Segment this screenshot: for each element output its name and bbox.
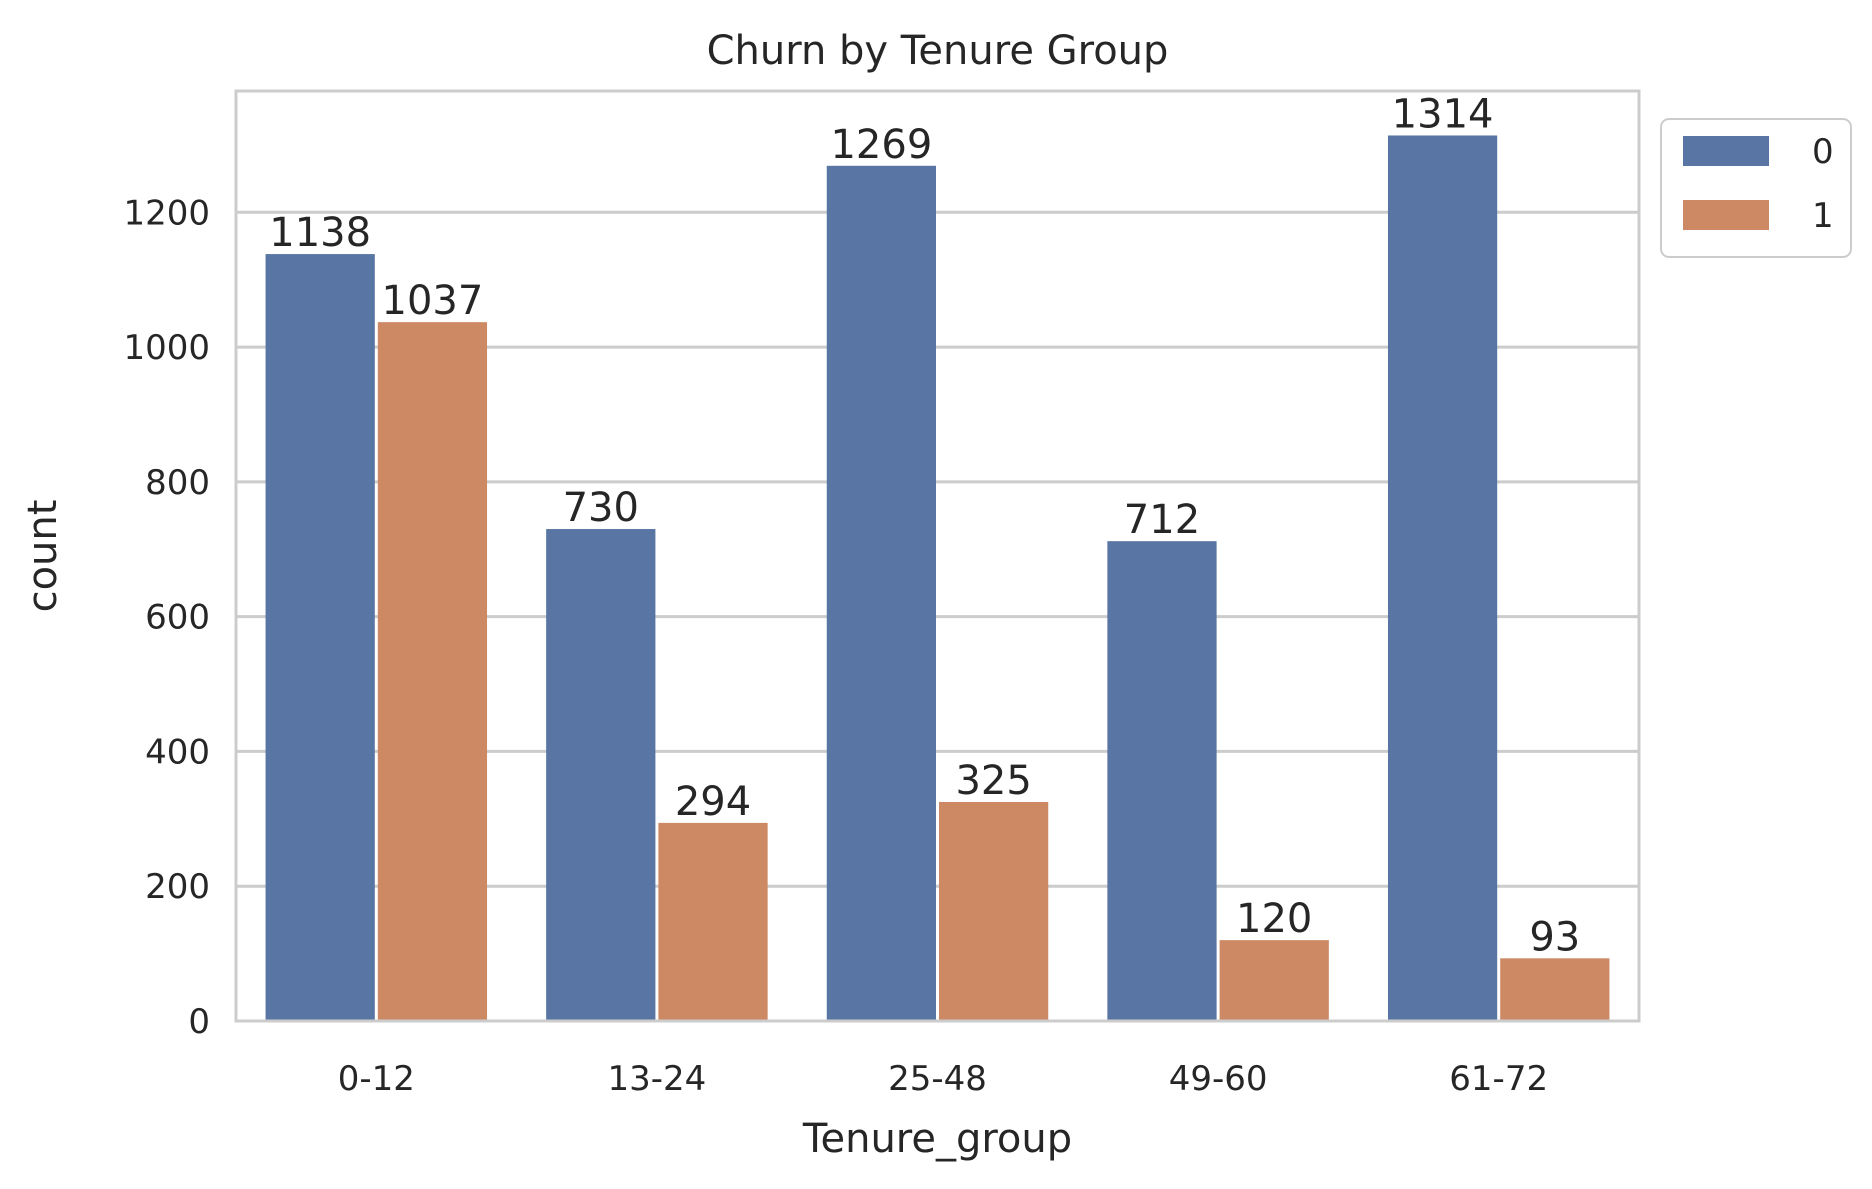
y-tick-label: 0 bbox=[188, 1002, 210, 1042]
legend-swatch-series-1 bbox=[1683, 200, 1769, 230]
bars bbox=[265, 135, 1610, 1022]
bar-0-12-series-0 bbox=[265, 254, 375, 1021]
x-tick-label: 0-12 bbox=[338, 1059, 415, 1099]
bar-value-label: 1037 bbox=[382, 278, 484, 324]
legend-label-series-1: 1 bbox=[1812, 196, 1834, 236]
bar-13-24-series-0 bbox=[546, 529, 656, 1021]
x-axis-ticks: 0-12 13-24 25-48 49-60 61-72 bbox=[338, 1059, 1548, 1099]
x-tick-label: 49-60 bbox=[1169, 1059, 1268, 1099]
y-tick-label: 600 bbox=[145, 598, 210, 638]
bar-61-72-series-1 bbox=[1500, 958, 1610, 1021]
plot-frame bbox=[234, 89, 1641, 1023]
bar-value-label: 1314 bbox=[1392, 91, 1494, 137]
legend: 0 1 bbox=[1660, 118, 1852, 258]
bar-25-48-series-1 bbox=[939, 801, 1049, 1021]
y-tick-label: 1200 bbox=[123, 193, 210, 233]
bar-value-label: 1138 bbox=[269, 210, 371, 256]
bar-value-label: 294 bbox=[675, 779, 751, 825]
x-tick-label: 13-24 bbox=[608, 1059, 707, 1099]
bar-value-label: 325 bbox=[955, 758, 1031, 804]
y-axis-label: count bbox=[20, 500, 66, 613]
bar-0-12-series-1 bbox=[377, 322, 488, 1021]
x-tick-label: 61-72 bbox=[1449, 1059, 1548, 1099]
y-tick-label: 200 bbox=[145, 867, 210, 907]
bar-49-60-series-0 bbox=[1107, 541, 1217, 1021]
x-tick-label: 25-48 bbox=[888, 1059, 987, 1099]
bar-13-24-series-1 bbox=[658, 822, 768, 1021]
bar-25-48-series-0 bbox=[826, 165, 936, 1022]
y-tick-label: 400 bbox=[145, 732, 210, 772]
y-axis-ticks: 0 200 400 600 800 1000 1200 bbox=[123, 193, 210, 1042]
x-axis-label: Tenure_group bbox=[802, 1116, 1072, 1162]
chart-title: Churn by Tenure Group bbox=[707, 28, 1169, 74]
legend-swatch-series-0 bbox=[1683, 136, 1769, 166]
bar-value-label: 1269 bbox=[830, 122, 932, 168]
bar-value-label: 730 bbox=[563, 485, 639, 531]
bar-value-label: 120 bbox=[1236, 896, 1312, 942]
bar-61-72-series-0 bbox=[1387, 135, 1498, 1021]
legend-label-series-0: 0 bbox=[1812, 132, 1834, 172]
bar-value-label: 93 bbox=[1529, 914, 1580, 960]
y-tick-label: 1000 bbox=[123, 328, 210, 368]
y-tick-label: 800 bbox=[145, 463, 210, 503]
bar-value-label: 712 bbox=[1124, 497, 1200, 543]
bar-49-60-series-1 bbox=[1219, 940, 1329, 1021]
